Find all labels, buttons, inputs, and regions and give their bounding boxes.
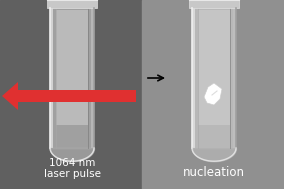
Bar [18,90,136,102]
Text: 1064 nm: 1064 nm [49,158,95,168]
Bar [0,0,142,189]
Bar [142,0,284,189]
Bar [50,8,94,148]
Bar [189,0,239,8]
Bar [56,10,88,125]
Text: laser pulse: laser pulse [43,169,101,179]
Bar [50,8,53,148]
Text: nucleation: nucleation [183,166,245,178]
Polygon shape [204,83,222,105]
Bar [198,10,230,125]
Bar [233,8,236,148]
Polygon shape [2,82,18,110]
Bar [47,0,97,8]
Bar [91,8,94,148]
Bar [192,8,236,148]
Bar [192,8,195,148]
